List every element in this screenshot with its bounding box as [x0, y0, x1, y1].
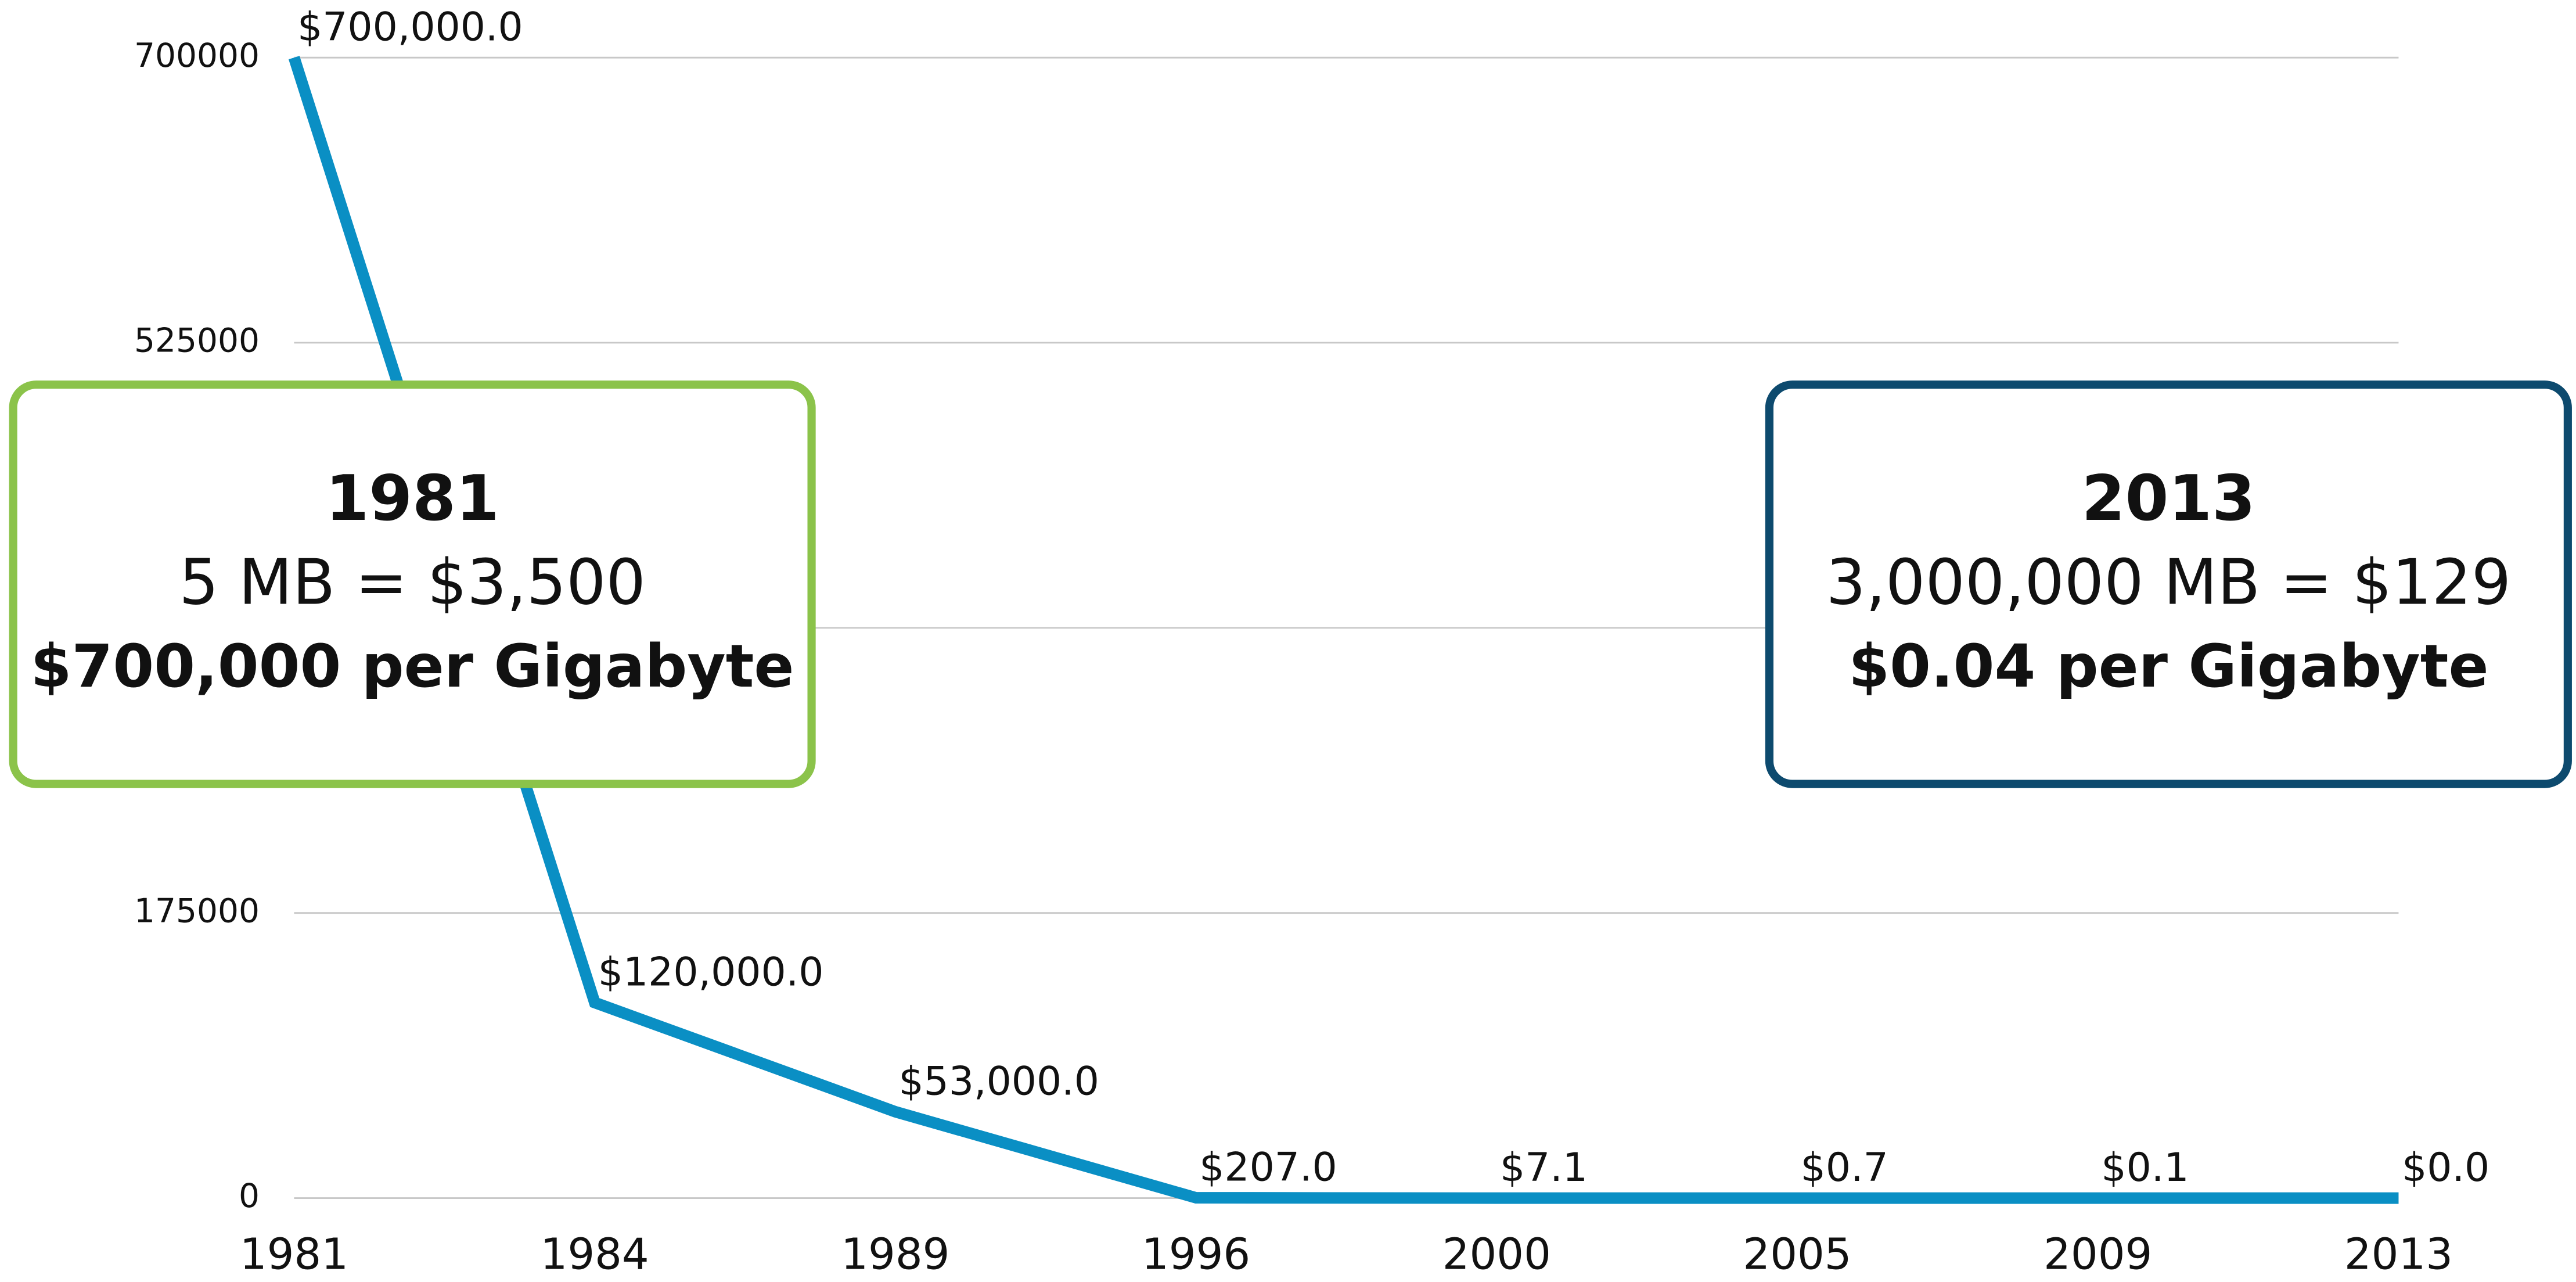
annotation-line: 3,000,000 MB = $129 [1826, 546, 2511, 619]
value-label: $0.0 [2402, 1145, 2489, 1191]
x-tick-label: 2000 [1442, 1230, 1551, 1279]
value-label: $0.1 [2101, 1145, 2189, 1191]
y-tick-label: 0 [239, 1177, 260, 1215]
x-tick-label: 1996 [1142, 1230, 1250, 1279]
y-tick-label: 700000 [134, 37, 260, 75]
value-label: $120,000.0 [598, 949, 824, 995]
x-tick-label: 1984 [541, 1230, 649, 1279]
line [288, 56, 2399, 1204]
value-label: $7.1 [1500, 1145, 1588, 1191]
annotation-line: $0.04 per Gigabyte [1848, 632, 2488, 701]
x-tick-label: 1989 [841, 1230, 949, 1279]
value-label: $0.7 [1801, 1145, 1888, 1191]
annotation-title: 2013 [2082, 462, 2255, 535]
annotation-title: 1981 [325, 462, 499, 535]
value-label: $207.0 [1199, 1144, 1337, 1190]
annotation-line: $700,000 per Gigabyte [31, 632, 794, 701]
y-tick-label: 175000 [134, 892, 260, 930]
value-label: $700,000.0 [297, 5, 523, 51]
value-label: $53,000.0 [899, 1058, 1099, 1104]
x-tick-label: 2005 [1743, 1230, 1851, 1279]
annotation-box [9, 380, 816, 788]
x-tick-label: 1981 [240, 1230, 348, 1279]
x-tick-label: 2009 [2043, 1230, 2152, 1279]
annotation-box [1765, 380, 2572, 788]
x-tick-label: 2013 [2344, 1230, 2453, 1279]
annotation-line: 5 MB = $3,500 [179, 546, 646, 619]
y-tick-label: 525000 [134, 322, 260, 360]
